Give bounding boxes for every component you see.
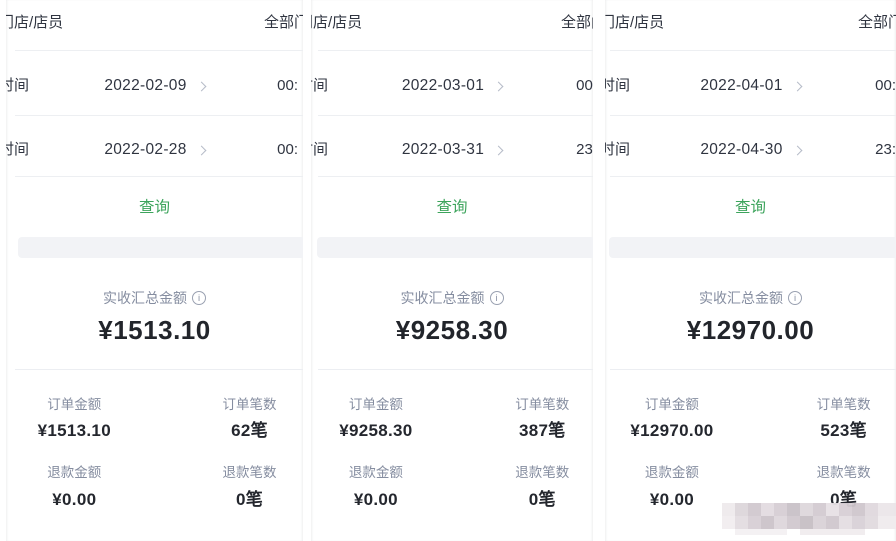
end-date-value: 2022-03-31: [401, 141, 485, 158]
order-count-label: 订单笔数: [515, 397, 570, 412]
end-date-row[interactable]: 时间 2022-03-31 23:: [311, 133, 593, 167]
divider: [318, 50, 593, 51]
refund-count-value: 0笔: [528, 490, 556, 509]
monthly-summary-panel-apr: 门店/店员 全部门 时间 2022-04-01 00: 时间 2022-04-3…: [605, 0, 896, 541]
section-gap-bar: [317, 237, 593, 258]
refund-count-value: 0笔: [236, 490, 264, 509]
divider: [318, 369, 593, 370]
start-date-row[interactable]: 时间 2022-02-09 00:: [6, 69, 303, 103]
divider: [610, 115, 896, 116]
divider: [610, 369, 896, 370]
chevron-right-icon: [792, 81, 803, 91]
refund-amount-label: 退款金额: [47, 465, 102, 480]
refund-count-label: 退款笔数: [222, 465, 277, 480]
received-total-label: 实收汇总金额: [103, 290, 187, 306]
section-gap-bar: [18, 237, 303, 258]
order-count-label: 订单笔数: [222, 397, 277, 412]
store-staff-row[interactable]: 门店/店员 全部门: [311, 6, 593, 40]
end-date-row[interactable]: 时间 2022-04-30 23:: [605, 133, 896, 167]
end-date-row[interactable]: 时间 2022-02-28 00:: [6, 133, 303, 167]
divider: [610, 176, 896, 177]
refund-count-label: 退款笔数: [816, 465, 871, 480]
start-time-value: 00:: [875, 77, 896, 94]
order-amount-label: 订单金额: [348, 397, 403, 412]
start-date-value: 2022-02-09: [104, 77, 187, 94]
order-count-label: 订单笔数: [816, 397, 871, 412]
received-total-amount: ¥9258.30: [395, 315, 509, 345]
query-button[interactable]: 查询: [436, 199, 468, 216]
end-date-value: 2022-02-28: [104, 141, 187, 158]
chevron-right-icon: [792, 145, 803, 155]
start-time-value: 00:: [277, 77, 298, 94]
end-time-value: 23:: [875, 141, 896, 158]
start-date-row[interactable]: 时间 2022-04-01 00:: [605, 69, 896, 103]
received-total-label-row: 实收汇总金额 i: [605, 289, 896, 307]
order-count-value: 62笔: [231, 421, 268, 440]
divider: [15, 115, 303, 116]
mosaic-watermark: [722, 503, 896, 535]
refund-count-label: 退款笔数: [515, 465, 570, 480]
divider: [15, 369, 303, 370]
chevron-right-icon: [493, 81, 504, 91]
query-button[interactable]: 查询: [734, 199, 766, 216]
received-total-amount: ¥12970.00: [686, 315, 815, 345]
end-time-value: 00:: [277, 141, 298, 158]
store-staff-row[interactable]: 门店/店员 全部门: [6, 6, 303, 40]
divider: [15, 176, 303, 177]
end-date-label: 时间: [605, 141, 631, 158]
start-date-label: 时间: [311, 77, 329, 94]
refund-amount-label: 退款金额: [348, 465, 403, 480]
refund-amount-label: 退款金额: [644, 465, 699, 480]
monthly-summary-panel-feb: 门店/店员 全部门 时间 2022-02-09 00: 时间 2022-02-2…: [6, 0, 303, 541]
order-amount-value: ¥9258.30: [339, 421, 413, 440]
store-staff-value: 全部门: [263, 14, 303, 31]
start-date-value: 2022-04-01: [700, 77, 783, 94]
info-icon[interactable]: i: [489, 291, 504, 305]
received-total-label: 实收汇总金额: [699, 290, 783, 306]
chevron-right-icon: [493, 145, 504, 155]
end-date-value: 2022-04-30: [700, 141, 783, 158]
order-count-value: 387笔: [518, 421, 566, 440]
end-date-label: 时间: [6, 141, 30, 158]
received-total-label-row: 实收汇总金额 i: [6, 289, 303, 307]
order-amount-value: ¥1513.10: [37, 421, 111, 440]
store-staff-label: 门店/店员: [605, 14, 665, 31]
query-button[interactable]: 查询: [138, 199, 170, 216]
divider: [318, 176, 593, 177]
store-staff-label: 门店/店员: [311, 14, 363, 31]
end-date-label: 时间: [311, 141, 329, 158]
order-amount-label: 订单金额: [644, 397, 699, 412]
divider: [15, 50, 303, 51]
start-date-label: 时间: [6, 77, 30, 94]
divider: [610, 50, 896, 51]
received-total-label: 实收汇总金额: [400, 290, 485, 306]
received-total-label-row: 实收汇总金额 i: [311, 289, 593, 307]
chevron-right-icon: [196, 145, 207, 155]
start-time-value: 00:: [576, 77, 593, 94]
order-amount-value: ¥12970.00: [630, 421, 714, 440]
section-gap-bar: [609, 237, 896, 258]
chevron-right-icon: [196, 81, 207, 91]
monthly-summary-panel-mar: 门店/店员 全部门 时间 2022-03-01 00: 时间 2022-03-3…: [311, 0, 593, 541]
order-amount-label: 订单金额: [47, 397, 102, 412]
start-date-row[interactable]: 时间 2022-03-01 00:: [311, 69, 593, 103]
refund-amount-value: ¥0.00: [649, 490, 694, 509]
divider: [318, 115, 593, 116]
start-date-value: 2022-03-01: [401, 77, 485, 94]
store-staff-value: 全部门: [560, 14, 593, 31]
refund-amount-value: ¥0.00: [52, 490, 97, 509]
end-time-value: 23:: [576, 141, 593, 158]
info-icon[interactable]: i: [788, 291, 802, 305]
store-staff-row[interactable]: 门店/店员 全部门: [605, 6, 896, 40]
start-date-label: 时间: [605, 77, 631, 94]
received-total-amount: ¥1513.10: [98, 315, 211, 345]
store-staff-label: 门店/店员: [6, 14, 64, 31]
info-icon[interactable]: i: [192, 291, 206, 305]
store-staff-value: 全部门: [857, 14, 896, 31]
refund-amount-value: ¥0.00: [353, 490, 398, 509]
order-count-value: 523笔: [820, 421, 867, 440]
